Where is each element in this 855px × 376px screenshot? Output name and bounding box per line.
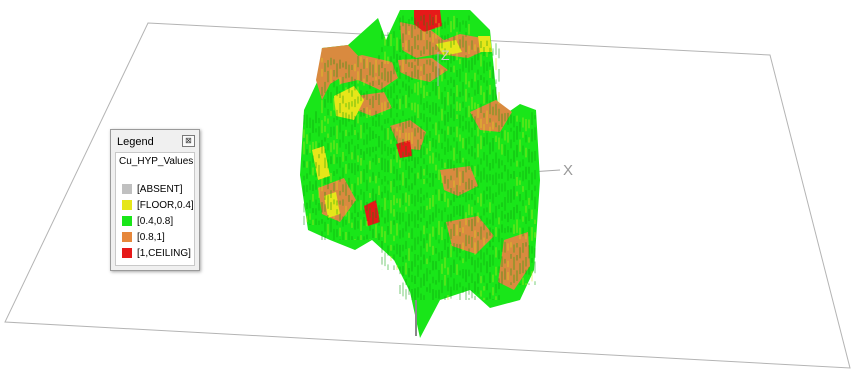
ore-patch	[356, 92, 392, 116]
legend-layer-name: Cu_HYP_Values	[119, 156, 194, 167]
legend-item-floor: [FLOOR,0.4]	[122, 199, 194, 211]
z-axis-label: Z	[441, 47, 450, 63]
legend-panel: Cu_HYP_Values [ABSENT] [FLOOR,0.4] [0.4,…	[115, 152, 195, 266]
legend-item-mid: [0.4,0.8]	[122, 215, 173, 227]
x-axis-label: X	[563, 162, 573, 179]
legend-item-label: [0.4,0.8]	[137, 215, 174, 227]
legend-item-ceiling: [1,CEILING]	[122, 247, 191, 259]
legend-item-absent: [ABSENT]	[122, 183, 183, 195]
close-icon[interactable]: ⊠	[182, 135, 195, 147]
legend-window[interactable]: Legend ⊠ Cu_HYP_Values [ABSENT] [FLOOR,0…	[110, 129, 200, 271]
legend-item-label: [1,CEILING]	[137, 247, 191, 259]
ore-body-model[interactable]	[300, 10, 540, 338]
ore-patch	[390, 120, 426, 150]
legend-item-high: [0.8,1]	[122, 231, 165, 243]
legend-swatch	[122, 200, 132, 210]
legend-swatch	[122, 184, 132, 194]
legend-swatch	[122, 216, 132, 226]
ore-patch	[478, 36, 492, 52]
legend-title: Legend	[117, 136, 154, 148]
voxel-texture	[303, 14, 536, 300]
legend-item-label: [FLOOR,0.4]	[137, 199, 194, 211]
legend-swatch	[122, 232, 132, 242]
ore-patch	[446, 216, 494, 254]
ore-patch	[312, 146, 330, 180]
legend-swatch	[122, 248, 132, 258]
legend-item-label: [ABSENT]	[137, 183, 183, 195]
ore-body-base	[300, 10, 540, 338]
legend-item-label: [0.8,1]	[137, 231, 165, 243]
ore-patch	[364, 200, 380, 226]
grid-plane	[4, 22, 851, 369]
ore-patch	[414, 10, 442, 32]
